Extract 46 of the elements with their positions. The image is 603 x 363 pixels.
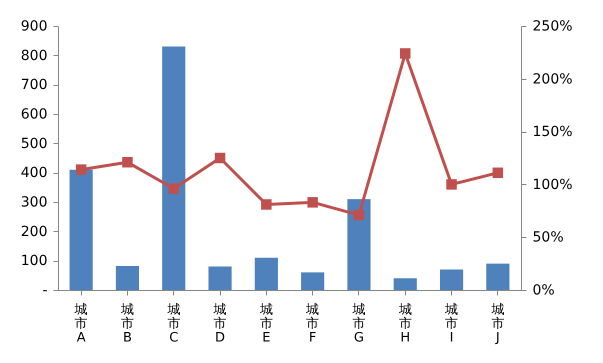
point [446,179,457,190]
y-tick-label: 200 [20,224,48,240]
bar [116,266,140,290]
x-tick-label: 城市B [120,302,134,346]
point [76,164,86,175]
y-tick-label: 300 [20,194,48,210]
bar [254,258,278,290]
point [400,48,410,59]
x-tick-label: 城市I [444,302,458,346]
y-tick-label: 600 [20,106,48,122]
bar [301,272,324,290]
x-tick-label: 城市H [398,302,412,346]
bar [208,266,232,290]
point [214,152,226,164]
y2-tick-label: 200% [532,71,573,88]
point [307,197,318,208]
point [261,199,272,210]
y-tick-label: 400 [20,165,48,182]
bar [486,264,510,290]
point [354,210,364,220]
point [168,183,179,194]
y-tick-label: 100 [20,253,48,270]
bar [70,170,93,290]
y-tick-label: 800 [20,48,48,64]
x-tick-label: 城市C [166,302,180,346]
bar [394,278,417,290]
y-tick-label: 700 [20,77,48,94]
y-tick-label: - [42,282,48,298]
y2-tick-label: 100% [532,176,573,193]
point [122,156,133,168]
x-tick-label: 城市J [490,302,504,346]
y2-tick-label: 50% [532,230,564,246]
x-tick-label: 城市E [258,302,273,346]
bar [440,269,464,290]
x-tick-label: 城市F [305,302,320,346]
bar [347,199,371,290]
y-tick-label: 900 [20,18,48,34]
x-tick-label: 城市G [351,302,366,346]
bar [162,46,186,290]
point [492,168,504,178]
y2-tick-label: 0% [532,282,555,298]
y2-tick-label: 150% [532,124,573,140]
y2-tick-label: 250% [532,18,573,34]
x-tick-label: 城市A [74,302,88,346]
x-tick-label: 城市D [212,302,227,346]
y-tick-label: 500 [20,136,48,152]
